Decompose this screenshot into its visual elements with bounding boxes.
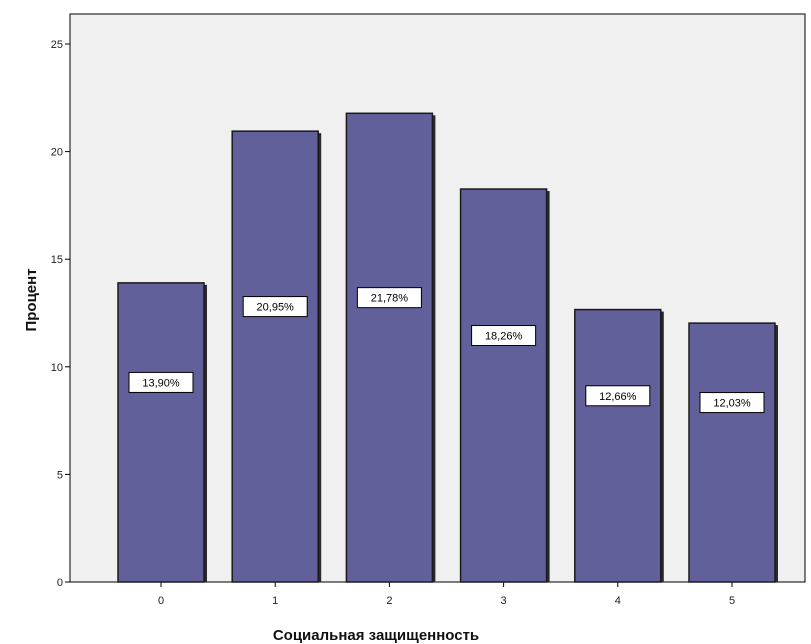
- y-tick-label: 25: [51, 39, 63, 51]
- y-tick-label: 15: [51, 254, 63, 266]
- data-label-box: [585, 385, 651, 407]
- x-tick-label: 4: [615, 595, 621, 607]
- y-tick-label: 5: [57, 469, 63, 481]
- data-label: 20,95%: [242, 296, 308, 318]
- x-axis-title: Социальная защищенность: [273, 627, 479, 644]
- data-label-text: 13,90%: [142, 377, 180, 389]
- data-labels: 13,90% 20,95% 21,78% 18,26% 12,66% 12,03%: [128, 287, 765, 414]
- data-label-box: [356, 287, 422, 309]
- bar-1: [231, 130, 319, 583]
- data-label-text: 12,66%: [599, 391, 637, 403]
- bars: [117, 112, 778, 583]
- y-axis: 0 5 10 15 20 25: [51, 39, 70, 589]
- y-tick-label: 20: [51, 147, 63, 159]
- bar-5: [688, 322, 776, 583]
- data-label-text: 18,26%: [485, 331, 523, 343]
- x-axis: 0 1 2 3 4 5: [70, 581, 805, 607]
- y-tick-label: 10: [51, 362, 63, 374]
- data-label: 21,78%: [356, 287, 422, 309]
- x-tick-label: 0: [158, 595, 164, 607]
- y-axis-title: Процент: [23, 268, 40, 331]
- data-label-text: 21,78%: [371, 293, 409, 305]
- data-label-box: [128, 371, 194, 393]
- x-tick-label: 1: [272, 595, 278, 607]
- data-label-text: 12,03%: [713, 398, 751, 410]
- data-label: 13,90%: [128, 371, 194, 393]
- data-label-box: [242, 296, 308, 318]
- data-label: 12,66%: [585, 385, 651, 407]
- bar-3: [459, 188, 548, 583]
- data-label-text: 20,95%: [257, 302, 295, 314]
- data-label-box: [471, 325, 537, 347]
- bar-0: [117, 282, 205, 583]
- y-tick-label: 0: [57, 577, 63, 589]
- x-tick-label: 3: [501, 595, 507, 607]
- data-label: 18,26%: [471, 325, 537, 347]
- bar-4: [574, 308, 662, 583]
- data-label-box: [699, 392, 765, 414]
- x-tick-label: 2: [386, 595, 392, 607]
- data-label: 12,03%: [699, 392, 765, 414]
- x-tick-label: 5: [729, 595, 735, 607]
- bar-2: [345, 112, 434, 583]
